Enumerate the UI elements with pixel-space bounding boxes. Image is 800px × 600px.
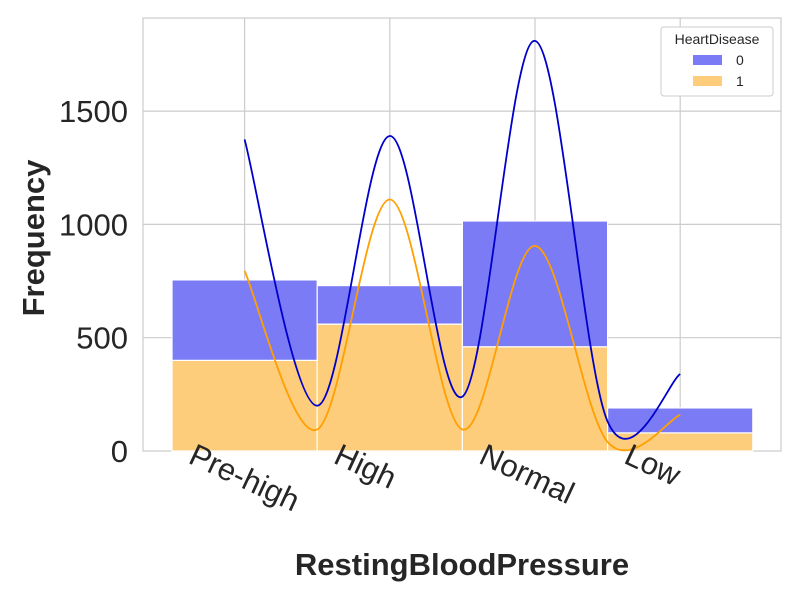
y-tick-label: 1000 bbox=[59, 207, 128, 242]
bar-series-1 bbox=[171, 359, 318, 452]
legend: HeartDisease 0 1 bbox=[660, 26, 774, 97]
x-axis-title: RestingBloodPressure bbox=[295, 547, 629, 582]
y-tick-label: 500 bbox=[76, 321, 128, 356]
y-axis-title: Frequency bbox=[16, 159, 51, 317]
bar-series-0 bbox=[461, 220, 609, 348]
legend-swatch-1 bbox=[693, 76, 722, 86]
kde-curves bbox=[243, 39, 681, 452]
y-tick-label: 0 bbox=[111, 434, 128, 469]
bar-series-0 bbox=[171, 279, 318, 361]
legend-label-1: 1 bbox=[736, 73, 744, 89]
bar-series-0 bbox=[606, 407, 754, 434]
kde-line-series-0 bbox=[243, 39, 681, 440]
y-tick-label: 1500 bbox=[59, 94, 128, 129]
y-tick-labels: 0 500 1000 1500 bbox=[59, 94, 128, 469]
bar-series-1 bbox=[461, 346, 609, 452]
bar-series-0 bbox=[316, 284, 464, 325]
legend-swatch-0 bbox=[693, 55, 722, 65]
kde-line-series-1 bbox=[243, 198, 681, 452]
bar-series-1 bbox=[316, 323, 464, 452]
legend-title: HeartDisease bbox=[675, 31, 760, 47]
legend-label-0: 0 bbox=[736, 52, 744, 68]
